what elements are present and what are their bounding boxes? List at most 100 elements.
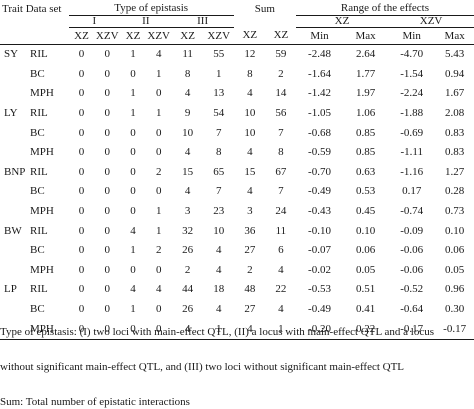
value-cell: -0.49: [308, 303, 331, 316]
value-cell: 4: [155, 48, 162, 61]
value-cell: 0.06: [445, 244, 465, 257]
trait-cell: [0, 241, 30, 261]
range-xzv-header: XZV: [388, 15, 474, 28]
value-cell: 2: [155, 244, 162, 257]
value-cell: 10: [182, 126, 194, 139]
value-cell: 2: [155, 165, 162, 178]
value-cell: 1.97: [355, 87, 376, 100]
value-cell: -0.52: [400, 283, 424, 296]
value-cell: 0: [78, 146, 85, 159]
col-header: Min: [295, 27, 344, 45]
data-set-cell: MPH: [30, 205, 54, 218]
trait-cell: [0, 202, 30, 222]
value-cell: 4: [184, 87, 191, 100]
data-set-cell: BC: [30, 126, 45, 139]
value-cell: 10: [244, 107, 256, 120]
value-cell: 0: [78, 205, 85, 218]
range-of-effects-header: Range of the effects: [295, 0, 474, 16]
value-cell: 1: [130, 303, 136, 316]
trait-cell: BW: [4, 224, 22, 237]
value-cell: -4.70: [400, 48, 424, 61]
value-cell: 27: [244, 244, 256, 257]
value-cell: -0.53: [308, 283, 331, 296]
value-cell: 0: [104, 107, 110, 120]
value-cell: 0: [78, 303, 85, 316]
value-cell: 56: [275, 107, 287, 120]
value-cell: 11: [275, 224, 287, 237]
trait-cell: [0, 182, 30, 202]
data-set-cell: RIL: [30, 107, 48, 120]
value-cell: 0: [104, 67, 110, 80]
value-cell: 0: [104, 146, 110, 159]
value-cell: 7: [278, 185, 284, 198]
table-row: MPH 0 0 0 0 4 8 4 8 -0.59 0.85 -1.11 0.83: [0, 143, 474, 163]
footnote-line-1: Type of epistasis: (I) two loci with mai…: [0, 326, 434, 338]
value-cell: 0: [130, 67, 136, 80]
data-set-cell: RIL: [30, 165, 48, 178]
data-set-cell: MPH: [30, 87, 54, 100]
col-header: XZ: [68, 27, 95, 45]
value-cell: 26: [182, 244, 194, 257]
group-iii-header: III: [171, 15, 234, 28]
table-row: SY RIL 0 0 1 4 11 55 12 59 -2.48 2.64 -4.70 5.43: [0, 45, 474, 65]
value-cell: 0: [104, 283, 110, 296]
value-cell: 36: [244, 224, 256, 237]
col-header: XZ: [233, 27, 266, 45]
value-cell: 8: [247, 67, 253, 80]
value-cell: 0.41: [355, 303, 376, 316]
group-ii-header: II: [120, 15, 172, 28]
value-cell: 0.06: [355, 244, 376, 257]
value-cell: 1.06: [355, 107, 376, 120]
value-cell: 0: [94, 319, 121, 340]
value-cell: 0: [104, 224, 110, 237]
value-cell: -1.42: [308, 87, 331, 100]
epistasis-table: Trait Data set Type of epistasis Sum Ran…: [0, 0, 474, 340]
table-row: LY RIL 0 0 1 1 9 54 10 56 -1.05 1.06 -1.88 2.08: [0, 104, 474, 124]
trait-data-set-header: Trait Data set: [2, 2, 62, 15]
value-cell: -0.49: [308, 185, 331, 198]
value-cell: 32: [182, 224, 194, 237]
value-cell: 0: [78, 224, 85, 237]
value-cell: 0.05: [445, 263, 465, 276]
value-cell: -2.48: [308, 48, 331, 61]
value-cell: 10: [244, 126, 256, 139]
value-cell: 55: [213, 48, 225, 61]
value-cell: 11: [182, 48, 193, 61]
value-cell: 0.53: [355, 185, 376, 198]
table-row: BNP RIL 0 0 0 2 15 65 15 67 -0.70 0.63 -1.16 1.27: [0, 163, 474, 183]
value-cell: 4: [247, 185, 253, 198]
value-cell: -0.59: [308, 146, 331, 159]
value-cell: 0: [104, 244, 110, 257]
trait-cell: BNP: [4, 165, 26, 178]
value-cell: 0: [130, 205, 136, 218]
value-cell: 5.43: [445, 48, 465, 61]
value-cell: 0.63: [355, 165, 376, 178]
value-cell: 0: [130, 185, 136, 198]
value-cell: 4: [247, 146, 253, 159]
value-cell: 0.30: [445, 303, 465, 316]
value-cell: -0.07: [308, 244, 331, 257]
value-cell: 4: [155, 283, 162, 296]
value-cell: -1.11: [400, 146, 423, 159]
trait-cell: LP: [4, 283, 17, 296]
data-set-cell: BC: [30, 67, 45, 80]
value-cell: -0.69: [400, 126, 424, 139]
value-cell: 0: [78, 48, 85, 61]
value-cell: 0.83: [445, 146, 465, 159]
value-cell: 1: [155, 107, 162, 120]
value-cell: 4: [184, 146, 191, 159]
value-cell: -0.20: [295, 319, 344, 340]
value-cell: 0: [78, 244, 85, 257]
value-cell: 0.22: [343, 319, 389, 340]
trait-cell: [0, 65, 30, 85]
table-row: MPH 0 0 0 0 4 1 4 1 -0.20 0.22 -0.17 -0.17: [0, 319, 474, 340]
value-cell: 1.27: [445, 165, 465, 178]
value-cell: -2.24: [400, 87, 424, 100]
value-cell: 0: [78, 165, 85, 178]
value-cell: 1.67: [445, 87, 465, 100]
data-set-cell: RIL: [30, 283, 48, 296]
value-cell: 1: [130, 107, 136, 120]
value-cell: 0: [130, 263, 136, 276]
value-cell: 54: [213, 107, 225, 120]
